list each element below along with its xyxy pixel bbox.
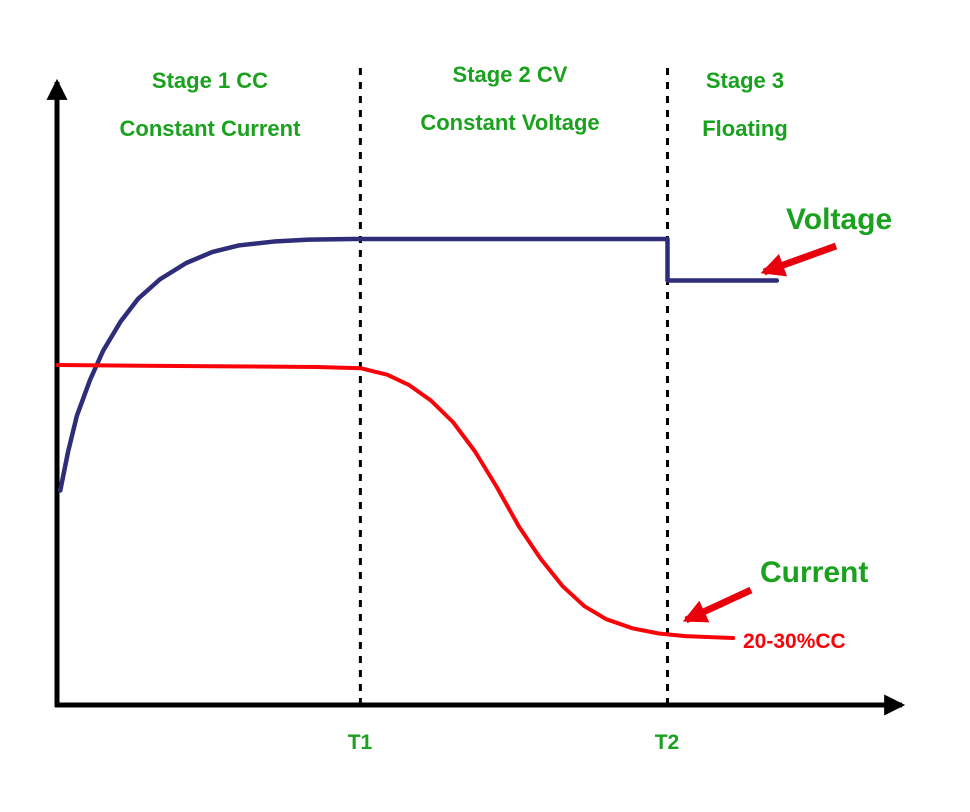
- x-tick-t2: T2: [654, 731, 680, 754]
- stage-2-subtitle: Constant Voltage: [420, 110, 600, 135]
- voltage-pointer-arrow-icon: [760, 242, 838, 277]
- voltage-label: Voltage: [786, 203, 893, 236]
- stage-1-subtitle: Constant Current: [119, 116, 301, 141]
- current-label: Current: [760, 556, 869, 589]
- series-voltage-line: [58, 236, 780, 493]
- x-tick-t1: T1: [347, 731, 373, 754]
- stage-1-block: Stage 1 CC Constant Current: [60, 68, 360, 142]
- stage-2-block: Stage 2 CV Constant Voltage: [365, 62, 655, 136]
- stage-3-block: Stage 3 Floating: [670, 68, 820, 142]
- stage-3-subtitle: Floating: [702, 116, 788, 141]
- series-lines: [55, 236, 780, 641]
- series-current-line: [55, 363, 736, 641]
- current-pointer-arrow-icon: [682, 586, 753, 624]
- stage-3-title: Stage 3: [705, 68, 785, 93]
- stage-1-title: Stage 1 CC: [151, 68, 269, 93]
- stage-dividers: [358, 68, 669, 705]
- stage-2-title: Stage 2 CV: [452, 62, 568, 87]
- cc-level-label: 20-30%CC: [743, 630, 846, 653]
